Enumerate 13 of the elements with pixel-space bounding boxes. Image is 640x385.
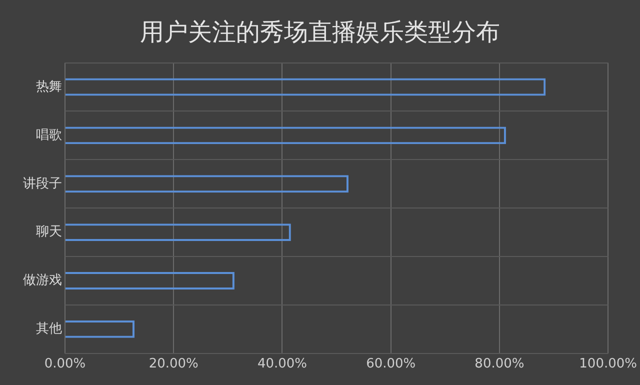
- x-tick-label: 100.00%: [579, 356, 637, 372]
- x-tick-label: 80.00%: [474, 356, 524, 372]
- x-tick-label: 20.00%: [148, 356, 198, 372]
- y-tick-label: 唱歌: [36, 128, 62, 143]
- x-tick-label: 60.00%: [366, 356, 416, 372]
- x-tick-label: 40.00%: [257, 356, 308, 372]
- chart-title: 用户关注的秀场直播娱乐类型分布: [139, 17, 501, 48]
- y-tick-label: 讲段子: [23, 176, 62, 192]
- y-tick-label: 其他: [36, 322, 62, 337]
- y-tick-label: 热舞: [36, 79, 62, 94]
- y-tick-label: 聊天: [36, 224, 62, 240]
- x-tick-label: 0.00%: [44, 356, 86, 372]
- y-tick-label: 做游戏: [23, 273, 62, 288]
